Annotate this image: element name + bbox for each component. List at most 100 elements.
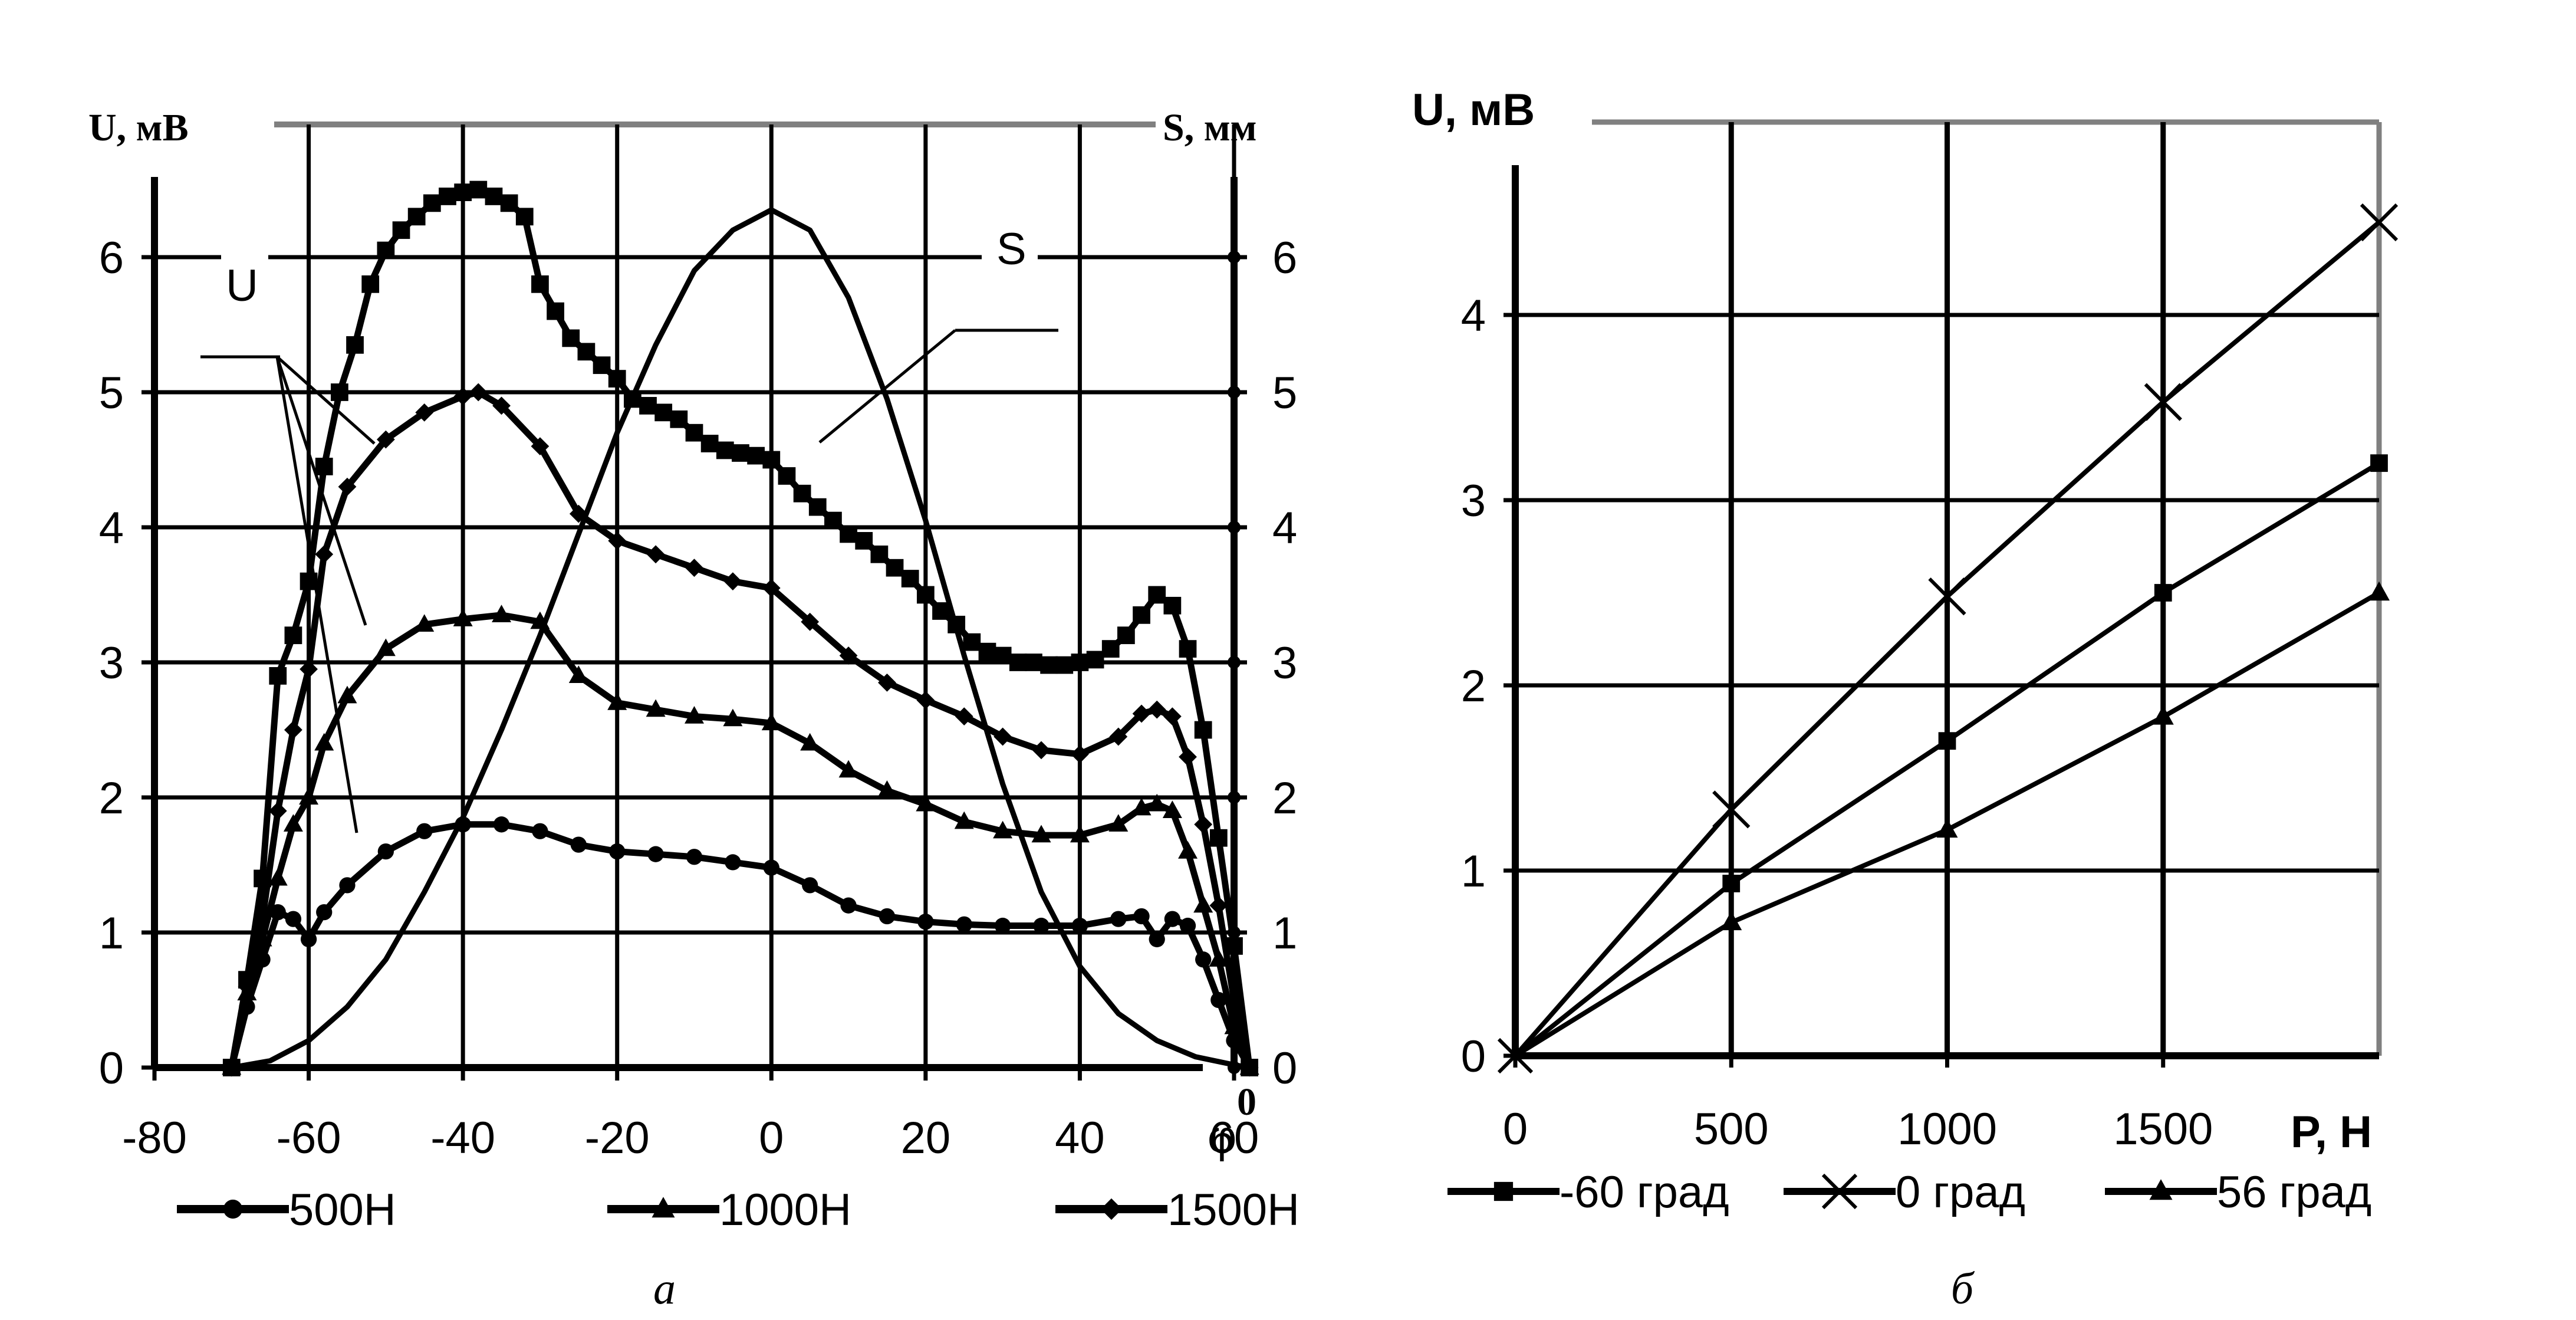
series-marker — [1195, 951, 1212, 968]
series-marker — [955, 707, 973, 725]
panel-caption: б — [1951, 1264, 1975, 1314]
series-marker — [700, 435, 719, 452]
series-marker — [299, 787, 319, 805]
series-marker — [500, 194, 518, 212]
series-marker — [568, 665, 588, 683]
series-marker — [802, 877, 818, 894]
series-marker — [377, 241, 395, 260]
series-marker — [300, 572, 318, 590]
series-marker — [1179, 640, 1197, 658]
legend-swatch-marker — [1100, 1198, 1123, 1220]
series-marker — [331, 383, 348, 401]
series-marker — [315, 545, 334, 564]
series-marker — [793, 484, 811, 503]
series-marker — [763, 859, 779, 876]
series-marker — [1132, 704, 1151, 723]
series-marker — [1179, 917, 1196, 934]
chart-b: 0 500 1000 1500 0 1 2 3 4 U, мВ P, Н -60 град 0 град… — [1412, 85, 2399, 1314]
series-marker — [2368, 581, 2390, 601]
y-axis-title: U, мВ — [1412, 85, 1535, 135]
legend-swatch-marker — [223, 1199, 243, 1219]
series-marker — [439, 188, 456, 205]
y-tick-label: 0 — [1461, 1032, 1486, 1082]
series-marker — [916, 691, 935, 710]
series-marker — [1209, 896, 1228, 915]
series-marker — [1209, 829, 1228, 847]
x-tick-label: -20 — [585, 1113, 650, 1163]
series-marker — [1055, 656, 1074, 674]
series-marker — [723, 708, 743, 727]
y-tick-label: 6 — [99, 233, 124, 283]
series-marker — [838, 760, 858, 778]
series-marker — [1025, 654, 1042, 671]
y-tick-label: 0 — [99, 1043, 124, 1094]
series-marker — [932, 602, 950, 620]
series-marker — [1071, 917, 1088, 934]
series-marker — [376, 638, 396, 656]
series-marker — [608, 370, 626, 388]
series-marker — [414, 614, 435, 632]
series-marker — [993, 820, 1013, 839]
series-marker — [415, 403, 434, 422]
legend-label: 56 град — [2217, 1167, 2371, 1217]
series-marker — [1210, 991, 1227, 1009]
series-marker — [639, 397, 657, 415]
legend-label: 0 град — [1896, 1167, 2025, 1217]
series-marker — [1040, 656, 1058, 674]
series-marker — [685, 423, 703, 442]
x-tick-label: 40 — [1055, 1113, 1105, 1163]
annotation-s-text: S — [996, 224, 1027, 274]
series-marker — [284, 626, 302, 645]
y-tick-dot-right — [1228, 791, 1241, 804]
series-marker — [886, 559, 904, 577]
series-marker — [1109, 727, 1128, 746]
legend-swatch-marker — [1493, 1181, 1514, 1201]
series-marker — [469, 383, 488, 402]
x-tick-label: -80 — [122, 1113, 187, 1163]
series-marker — [647, 846, 664, 862]
x-tick-label: -60 — [277, 1113, 341, 1163]
legend-label: 500Н — [289, 1185, 396, 1235]
leader-u — [276, 356, 376, 445]
y-tick-label-right: 5 — [1272, 368, 1297, 418]
series-marker — [469, 180, 488, 199]
series-marker — [685, 559, 703, 577]
series-marker — [608, 531, 627, 550]
series-marker — [284, 721, 302, 739]
y-tick-label: 2 — [1461, 661, 1486, 711]
x-tick-label: 60 — [1209, 1113, 1259, 1163]
annotation-u-bg — [221, 248, 268, 307]
y-tick-label: 4 — [1461, 291, 1486, 341]
series-marker — [407, 208, 426, 226]
series-marker — [1938, 732, 1956, 750]
series-marker — [1101, 640, 1120, 658]
legend-label: 1000Н — [719, 1185, 851, 1235]
series-marker — [1162, 800, 1182, 818]
series-marker — [268, 802, 287, 820]
series-marker — [1193, 895, 1213, 913]
annotation-s-bg — [982, 227, 1038, 274]
series-marker — [532, 823, 548, 839]
series-marker — [1032, 741, 1051, 760]
x-tick-label: 0 — [1503, 1104, 1528, 1154]
y-tick-label: 1 — [99, 908, 124, 958]
series-marker — [855, 532, 873, 550]
series-marker — [686, 849, 703, 865]
series-marker — [1928, 577, 1966, 616]
y-tick-label-right: 0 — [1272, 1043, 1297, 1094]
series-marker — [316, 904, 333, 921]
series-marker — [761, 712, 781, 731]
series-marker — [956, 916, 972, 932]
series-marker — [377, 843, 394, 860]
series-marker — [562, 329, 580, 347]
series-marker — [1117, 626, 1135, 645]
series-marker — [454, 183, 472, 201]
series-marker — [1147, 700, 1166, 719]
series-marker — [283, 814, 303, 832]
x-tick-label: 20 — [901, 1113, 951, 1163]
y-tick-label-right: 2 — [1272, 773, 1297, 823]
series-marker — [361, 275, 380, 293]
y-tick-label: 3 — [99, 638, 124, 688]
series-marker — [685, 706, 704, 724]
